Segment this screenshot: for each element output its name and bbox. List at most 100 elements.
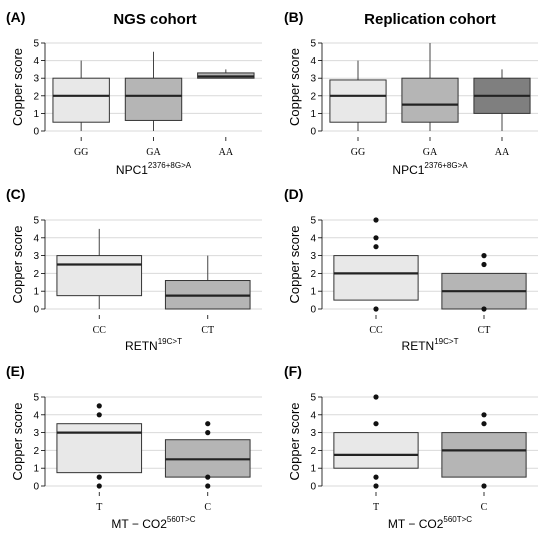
outlier-point <box>205 430 211 436</box>
iqr-box <box>333 255 419 301</box>
y-tick-label: 3 <box>33 428 39 439</box>
y-tick-label: 0 <box>33 305 39 316</box>
y-axis-label: Copper score <box>287 48 302 126</box>
y-tick-label: 1 <box>33 464 39 475</box>
outlier-point <box>481 483 487 489</box>
y-tick-label: 5 <box>310 393 316 404</box>
x-axis-label: MT − CO2560T>C <box>111 515 195 531</box>
chart-panel-4: (D) 0 1 2 3 4 5 Copper score CC CT RETN19C>T <box>284 186 538 353</box>
y-tick-label: 2 <box>33 91 39 102</box>
iqr-box <box>401 77 459 123</box>
box-AA: AA <box>473 69 531 158</box>
y-tick-label: 3 <box>33 251 39 262</box>
y-tick-label: 5 <box>33 39 39 50</box>
x-axis-label: RETN19C>T <box>402 337 459 353</box>
iqr-box <box>56 255 143 297</box>
iqr-box <box>441 432 527 478</box>
panel-label: (C) <box>6 186 25 202</box>
outlier-point <box>373 235 379 241</box>
box-GG: GG <box>329 60 387 158</box>
box-GA: GA <box>401 43 459 158</box>
x-tick-label: CT <box>201 325 214 336</box>
y-tick-label: 4 <box>310 410 316 421</box>
chart-panel-6: (F) 0 1 2 3 4 5 Copper score T C MT − CO2560T>C <box>284 363 538 531</box>
y-axis-label: Copper score <box>10 225 25 303</box>
y-tick-label: 3 <box>310 251 316 262</box>
box-GA: GA <box>124 51 183 158</box>
y-tick-label: 3 <box>310 428 316 439</box>
outlier-point <box>373 421 379 427</box>
box-C: C <box>164 421 251 513</box>
right-cohort-title: Replication cohort <box>364 11 496 28</box>
outlier-point <box>373 244 379 250</box>
iqr-box <box>329 79 387 123</box>
y-tick-label: 0 <box>33 482 39 493</box>
y-tick-label: 2 <box>33 269 39 280</box>
outlier-point <box>373 217 379 223</box>
x-tick-label: T <box>373 502 379 513</box>
outlier-point <box>481 412 487 418</box>
panel-label: (E) <box>6 363 25 379</box>
x-tick-label: GG <box>74 147 88 158</box>
iqr-box <box>56 423 143 474</box>
chart-panel-3: (C) 0 1 2 3 4 5 Copper score CC CT RETN19C>T <box>6 186 262 353</box>
y-tick-label: 4 <box>33 56 39 67</box>
y-tick-label: 2 <box>310 269 316 280</box>
outlier-point <box>205 474 211 480</box>
outlier-point <box>205 483 211 489</box>
outlier-point <box>96 412 102 418</box>
x-tick-label: AA <box>219 147 234 158</box>
y-tick-label: 2 <box>310 91 316 102</box>
y-axis-label: Copper score <box>10 402 25 480</box>
outlier-point <box>481 306 487 312</box>
panel-label: (A) <box>6 9 25 25</box>
y-tick-label: 1 <box>33 287 39 298</box>
y-tick-label: 4 <box>33 410 39 421</box>
y-tick-label: 1 <box>310 464 316 475</box>
y-tick-label: 4 <box>310 56 316 67</box>
x-tick-label: C <box>204 502 211 513</box>
y-tick-label: 0 <box>310 127 316 138</box>
box-CC: CC <box>56 228 143 336</box>
iqr-box <box>124 77 183 121</box>
box-T: T <box>333 394 419 513</box>
chart-panel-1: (A) 0 1 2 3 4 5 Copper score GG GA AA NPC12376+8G>A <box>6 9 262 177</box>
y-tick-label: 5 <box>310 216 316 227</box>
iqr-box <box>52 77 110 123</box>
x-tick-label: C <box>481 502 488 513</box>
panel-label: (F) <box>284 363 302 379</box>
y-tick-label: 1 <box>33 109 39 120</box>
y-tick-label: 0 <box>310 305 316 316</box>
y-axis-label: Copper score <box>10 48 25 126</box>
box-CC: CC <box>333 217 419 336</box>
y-tick-label: 2 <box>33 446 39 457</box>
outlier-point <box>373 474 379 480</box>
chart-panel-2: (B) 0 1 2 3 4 5 Copper score GG GA AA NPC12376+8G>A <box>284 9 538 177</box>
x-axis-label: NPC12376+8G>A <box>392 161 468 177</box>
outlier-point <box>96 403 102 409</box>
x-tick-label: CT <box>478 325 491 336</box>
y-tick-label: 3 <box>33 74 39 85</box>
y-axis-label: Copper score <box>287 225 302 303</box>
outlier-point <box>373 306 379 312</box>
panel-label: (B) <box>284 9 303 25</box>
outlier-point <box>96 483 102 489</box>
y-tick-label: 2 <box>310 446 316 457</box>
x-tick-label: T <box>96 502 102 513</box>
y-tick-label: 4 <box>310 233 316 244</box>
box-CT: CT <box>441 253 527 336</box>
box-CT: CT <box>164 255 251 336</box>
x-tick-label: GA <box>423 147 438 158</box>
y-tick-label: 0 <box>33 127 39 138</box>
y-tick-label: 0 <box>310 482 316 493</box>
y-tick-label: 4 <box>33 233 39 244</box>
outlier-point <box>373 394 379 400</box>
left-cohort-title: NGS cohort <box>113 11 196 28</box>
x-tick-label: GG <box>351 147 365 158</box>
x-axis-label: MT − CO2560T>C <box>388 515 472 531</box>
outlier-point <box>205 421 211 427</box>
x-tick-label: GA <box>146 147 161 158</box>
x-tick-label: AA <box>495 147 510 158</box>
y-axis-label: Copper score <box>287 402 302 480</box>
